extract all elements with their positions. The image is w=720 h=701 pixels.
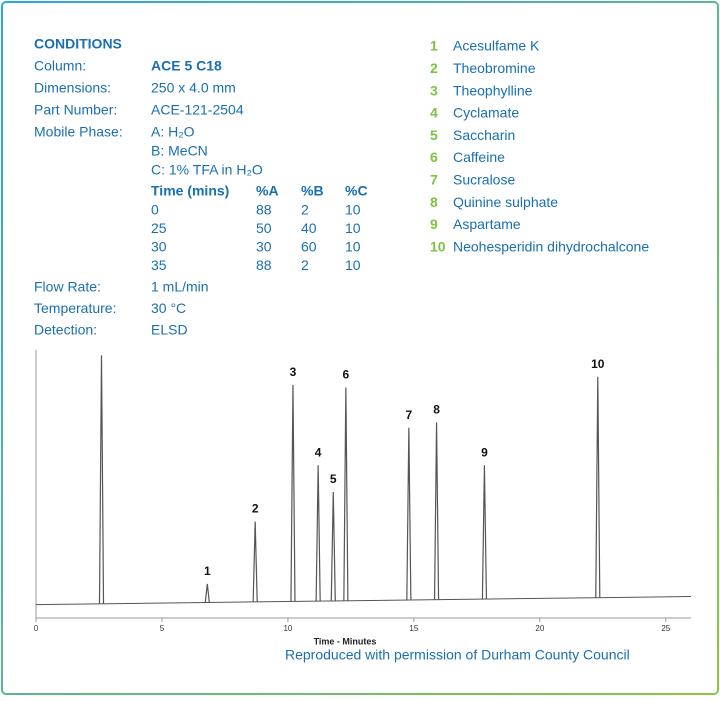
gradient-cell: 10: [345, 239, 361, 255]
peak: [98, 355, 105, 604]
x-tick-label: 25: [661, 624, 670, 633]
condition-label: Column:: [34, 58, 86, 74]
peak: [433, 422, 440, 600]
conditions-title: CONDITIONS: [34, 36, 122, 52]
gradient-cell: 35: [151, 257, 167, 273]
gradient-header: %B: [301, 183, 324, 199]
legend-number: 5: [430, 127, 438, 143]
condition-value: 1 mL/min: [151, 279, 209, 295]
gradient-cell: 40: [301, 220, 317, 236]
x-axis-label: Time - Minutes: [314, 636, 377, 646]
gradient-cell: 2: [301, 257, 309, 273]
mobile-phase: B: MeCN: [151, 143, 208, 159]
peak-label: 5: [330, 472, 337, 486]
gradient-cell: 88: [256, 257, 272, 273]
gradient-cell: 30: [151, 239, 167, 255]
peak-label: 4: [315, 445, 322, 459]
legend-number: 6: [430, 149, 438, 165]
gradient-cell: 2: [301, 202, 309, 218]
legend-name: Acesulfame K: [453, 38, 540, 54]
gradient-cell: 0: [151, 202, 159, 218]
baseline: [35, 596, 692, 606]
legend-number: 4: [430, 105, 438, 121]
gradient-cell: 60: [301, 239, 317, 255]
condition-value: ACE 5 C18: [151, 58, 222, 74]
x-tick-label: 5: [160, 624, 165, 633]
mobile-phase: C: 1% TFA in H₂O: [151, 162, 263, 178]
peak-label: 6: [343, 368, 350, 382]
condition-value: 30 °C: [151, 300, 186, 316]
legend-name: Quinine sulphate: [453, 194, 558, 210]
legend-number: 8: [430, 194, 438, 210]
x-tick-label: 20: [535, 624, 544, 633]
peak: [406, 427, 412, 601]
peak-label: 2: [252, 502, 259, 516]
peak: [252, 521, 258, 602]
x-tick-label: 15: [409, 624, 418, 633]
legend-name: Caffeine: [453, 149, 505, 165]
condition-label: Flow Rate:: [34, 279, 101, 295]
legend-name: Saccharin: [453, 127, 515, 143]
condition-value: A: H₂O: [151, 124, 195, 140]
gradient-cell: 10: [345, 220, 361, 236]
credit: Reproduced with permission of Durham Cou…: [285, 647, 630, 663]
gradient-header: %A: [256, 183, 279, 199]
peak: [315, 465, 321, 602]
peak-label: 1: [204, 564, 211, 578]
peak: [595, 376, 601, 598]
gradient-cell: 25: [151, 220, 167, 236]
legend-number: 1: [430, 38, 438, 54]
peak: [290, 384, 296, 602]
gradient-cell: 88: [256, 202, 272, 218]
peak: [330, 492, 336, 601]
x-tick-label: 0: [34, 624, 39, 633]
legend-number: 2: [430, 60, 438, 76]
gradient-header: %C: [345, 183, 368, 199]
condition-label: Mobile Phase:: [34, 124, 123, 140]
peak-label: 3: [290, 365, 297, 379]
condition-value: ACE-121-2504: [151, 102, 244, 118]
peak-label: 7: [406, 408, 413, 422]
peak-label: 8: [433, 403, 440, 417]
legend-name: Theophylline: [453, 82, 533, 98]
peak-label: 9: [481, 445, 488, 459]
peak-label: 10: [591, 357, 605, 371]
peak: [481, 465, 488, 600]
legend-name: Neohesperidin dihydrochalcone: [453, 238, 649, 254]
gradient-cell: 10: [345, 202, 361, 218]
peak: [343, 387, 349, 601]
legend-number: 7: [430, 172, 438, 188]
condition-value: 250 x 4.0 mm: [151, 80, 236, 96]
gradient-cell: 30: [256, 239, 272, 255]
condition-label: Temperature:: [34, 300, 116, 316]
legend-name: Sucralose: [453, 172, 515, 188]
condition-value: ELSD: [151, 322, 188, 338]
condition-label: Part Number:: [34, 102, 117, 118]
legend-name: Theobromine: [453, 60, 536, 76]
gradient-cell: 10: [345, 257, 361, 273]
gradient-header: Time (mins): [151, 183, 229, 199]
legend-name: Cyclamate: [453, 105, 519, 121]
peak: [204, 583, 210, 603]
condition-label: Dimensions:: [34, 80, 111, 96]
legend-number: 10: [430, 238, 446, 254]
x-tick-label: 10: [283, 624, 292, 633]
legend-number: 9: [430, 216, 438, 232]
legend-number: 3: [430, 82, 438, 98]
gradient-cell: 50: [256, 220, 272, 236]
legend-name: Aspartame: [453, 216, 521, 232]
condition-label: Detection:: [34, 322, 97, 338]
